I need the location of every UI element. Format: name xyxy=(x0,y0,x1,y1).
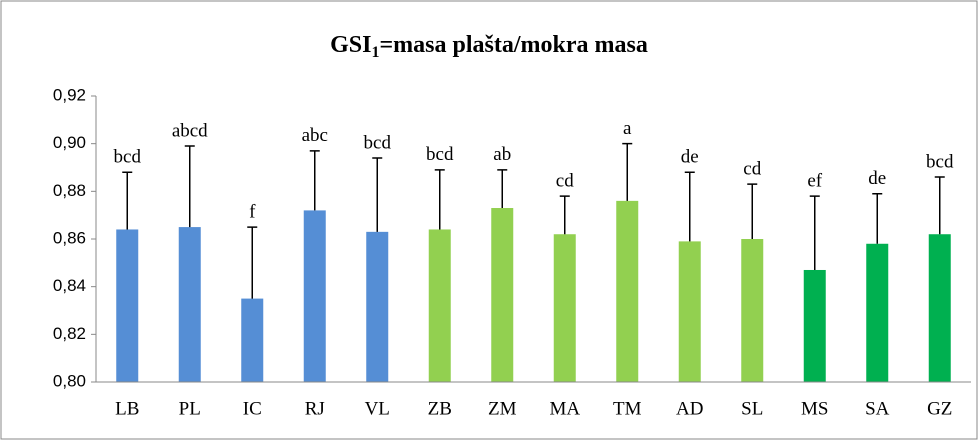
x-tick-label: ZM xyxy=(488,398,517,419)
x-tick-label: VL xyxy=(365,398,390,419)
x-tick-label: TM xyxy=(613,398,642,419)
error-bar xyxy=(559,195,570,235)
annotation: abc xyxy=(302,125,328,146)
annotation: bcd xyxy=(364,132,392,153)
error-bar xyxy=(497,169,508,209)
bar xyxy=(366,231,389,382)
bar xyxy=(803,269,826,382)
annotation: bcd xyxy=(114,147,142,168)
bar xyxy=(741,239,764,382)
y-tick-label: 0,82 xyxy=(53,324,86,343)
bar xyxy=(491,208,514,382)
annotation: ab xyxy=(493,144,511,165)
x-tick-label: LB xyxy=(115,398,139,419)
error-bar xyxy=(622,142,633,201)
annotation: f xyxy=(249,201,256,222)
x-tick-label: RJ xyxy=(305,398,325,419)
y-tick-label: 0,88 xyxy=(53,181,86,200)
x-tick-label: ZB xyxy=(428,398,452,419)
annotation: abcd xyxy=(172,120,208,141)
annotation: bcd xyxy=(926,151,954,172)
x-tick-label: IC xyxy=(243,398,262,419)
annotation: cd xyxy=(556,170,574,191)
annotation: cd xyxy=(743,159,761,180)
error-bar xyxy=(809,195,820,270)
error-bar xyxy=(934,176,945,235)
y-tick-label: 0,84 xyxy=(53,276,86,295)
y-tick-label: 0,90 xyxy=(53,133,86,152)
x-tick-label: SL xyxy=(741,398,763,419)
bar xyxy=(428,229,451,382)
error-bar xyxy=(247,226,258,299)
error-bar xyxy=(747,183,758,239)
annotation: ef xyxy=(807,170,822,191)
x-tick-label: PL xyxy=(179,398,201,419)
error-bar xyxy=(684,171,695,242)
annotation: bcd xyxy=(426,144,454,165)
error-bar xyxy=(872,192,883,244)
x-tick-label: MA xyxy=(549,398,580,419)
error-bar xyxy=(309,150,320,211)
title-main: GSI xyxy=(330,32,371,58)
x-tick-label: AD xyxy=(676,398,703,419)
bar xyxy=(241,298,264,382)
title-rest: =masa plašta/mokra masa xyxy=(380,32,648,58)
error-bar xyxy=(434,169,445,230)
error-bar xyxy=(122,171,133,230)
bar xyxy=(928,234,951,382)
annotation: de xyxy=(681,147,699,168)
title-sub: 1 xyxy=(372,44,380,61)
y-tick-label: 0,86 xyxy=(53,228,86,247)
bar xyxy=(616,200,639,382)
annotation: a xyxy=(623,118,632,139)
annotation: de xyxy=(868,168,886,189)
y-tick-label: 0,92 xyxy=(53,85,86,104)
y-tick-label: 0,80 xyxy=(53,371,86,390)
bar xyxy=(303,210,326,382)
bar xyxy=(178,227,201,382)
chart-title: GSI1=masa plašta/mokra masa xyxy=(330,32,648,61)
error-bar xyxy=(184,145,195,228)
x-tick-label: SA xyxy=(865,398,890,419)
bar xyxy=(866,243,889,382)
bar xyxy=(678,241,701,382)
bar xyxy=(116,229,139,382)
x-tick-label: MS xyxy=(801,398,828,419)
x-tick-label: GZ xyxy=(927,398,952,419)
error-bar xyxy=(372,157,383,232)
bar xyxy=(553,234,576,382)
